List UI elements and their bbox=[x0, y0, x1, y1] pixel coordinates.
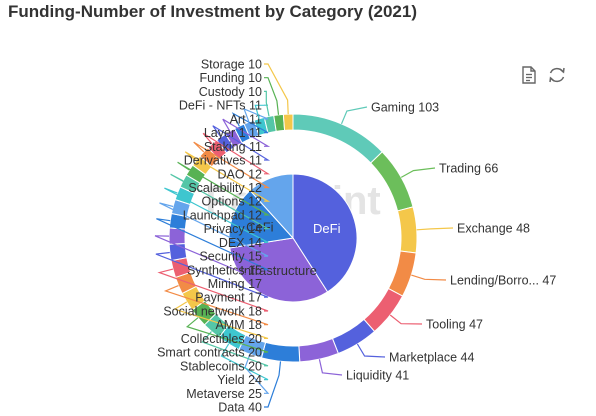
leader-line-privacy bbox=[170, 173, 271, 230]
outer-label-collectibles: Collectibles 20 bbox=[181, 332, 262, 346]
outer-label-synthetics: Synthetics 15 bbox=[187, 263, 262, 277]
leader-line-marketplace bbox=[356, 343, 386, 358]
outer-label-stablecoins: Stablecoins 20 bbox=[180, 359, 262, 373]
leader-line-security bbox=[159, 202, 269, 257]
leader-line-lending-borro bbox=[411, 274, 447, 281]
leader-line-social-network bbox=[157, 268, 269, 312]
outer-label-liquidity: Liquidity 41 bbox=[346, 369, 409, 383]
leader-line-metaverse bbox=[244, 354, 270, 394]
outer-label-metaverse: Metaverse 25 bbox=[186, 387, 262, 401]
outer-label-payment: Payment 17 bbox=[195, 291, 262, 305]
leader-line-exchange bbox=[416, 227, 454, 231]
outer-label-exchange: Exchange 48 bbox=[457, 222, 530, 236]
leader-line-defi-nfts bbox=[254, 104, 269, 119]
outer-label-layer-1: Layer 1 11 bbox=[204, 126, 262, 140]
leader-line-launchpad bbox=[177, 161, 271, 216]
outer-label-mining: Mining 17 bbox=[208, 277, 262, 291]
outer-label-marketplace: Marketplace 44 bbox=[389, 351, 475, 365]
outer-label-dex: DEX 14 bbox=[219, 236, 262, 250]
leader-line-derivatives bbox=[212, 125, 271, 161]
outer-label-art: Art 11 bbox=[230, 112, 262, 126]
chart-toolbox bbox=[518, 64, 570, 86]
outer-label-yield: Yield 24 bbox=[217, 373, 262, 387]
leader-line-options bbox=[184, 151, 271, 202]
leader-line-amm bbox=[163, 285, 269, 326]
outer-label-tooling: Tooling 47 bbox=[426, 318, 483, 332]
inner-label-infrastructure: Infrastructure bbox=[240, 263, 317, 278]
outer-label-lending-borro: Lending/Borro... 47 bbox=[450, 274, 556, 288]
outer-label-options: Options 12 bbox=[202, 195, 263, 209]
inner-slice-cefi[interactable] bbox=[228, 189, 294, 249]
outer-label-trading: Trading 66 bbox=[439, 162, 498, 176]
outer-label-funding: Funding 10 bbox=[199, 71, 262, 85]
outer-slice-storage[interactable] bbox=[282, 113, 294, 131]
outer-label-derivatives: Derivatives 11 bbox=[184, 154, 262, 168]
outer-label-amm: AMM 18 bbox=[215, 318, 262, 332]
leader-line-art bbox=[243, 107, 269, 123]
outer-label-security: Security 15 bbox=[199, 250, 262, 264]
leader-line-mining bbox=[154, 235, 269, 285]
inner-label-defi: DeFi bbox=[313, 221, 341, 236]
outer-label-gaming: Gaming 103 bbox=[371, 101, 439, 115]
outer-label-privacy: Privacy 14 bbox=[204, 222, 262, 236]
outer-label-social-network: Social network 18 bbox=[163, 304, 262, 318]
outer-slice-liquidity[interactable] bbox=[298, 337, 339, 363]
leader-line-tooling bbox=[389, 314, 423, 325]
chart-title: Funding-Number of Investment by Category… bbox=[8, 2, 417, 21]
leader-line-custody bbox=[264, 90, 270, 117]
outer-label-custody: Custody 10 bbox=[199, 85, 262, 99]
leader-line-staking bbox=[222, 118, 271, 147]
leader-line-trading bbox=[400, 167, 436, 178]
leader-line-layer-1 bbox=[231, 112, 269, 134]
leader-line-synthetics bbox=[156, 218, 269, 271]
outer-label-storage: Storage 10 bbox=[201, 58, 262, 72]
leader-line-gaming bbox=[340, 106, 368, 125]
outer-label-smart-contracts: Smart contracts 20 bbox=[157, 346, 262, 360]
outer-slice-funding[interactable] bbox=[273, 113, 286, 132]
inner-label-cefi: CeFi bbox=[246, 219, 274, 234]
leader-line-dao bbox=[202, 132, 271, 175]
outer-label-launchpad: Launchpad 12 bbox=[183, 208, 262, 222]
outer-slice-marketplace[interactable] bbox=[331, 318, 376, 355]
leader-line-smart-contracts bbox=[185, 317, 269, 353]
outer-slice-tooling[interactable] bbox=[363, 287, 404, 333]
outer-slice-exchange[interactable] bbox=[396, 206, 418, 254]
leader-line-scalability bbox=[193, 141, 271, 189]
outer-label-defi-nfts: DeFi - NFTs 11 bbox=[179, 99, 262, 113]
leader-line-storage bbox=[264, 63, 289, 115]
leader-line-data bbox=[264, 361, 282, 408]
leader-line-collectibles bbox=[173, 301, 269, 339]
outer-label-data: Data 40 bbox=[218, 401, 262, 415]
refresh-icon[interactable] bbox=[546, 64, 568, 86]
leader-line-funding bbox=[264, 77, 280, 115]
outer-slice-lending-borro[interactable] bbox=[387, 250, 417, 297]
outer-label-dao: DAO 12 bbox=[218, 167, 263, 181]
outer-label-staking: Staking 11 bbox=[204, 140, 262, 154]
leader-line-payment bbox=[155, 251, 269, 298]
data-view-icon[interactable] bbox=[518, 64, 540, 86]
leader-line-stablecoins bbox=[201, 331, 269, 367]
leader-line-dex bbox=[164, 187, 269, 243]
outer-label-scalability: Scalability 12 bbox=[188, 181, 262, 195]
leader-line-liquidity bbox=[318, 359, 343, 376]
outer-slice-gaming[interactable] bbox=[292, 113, 383, 164]
